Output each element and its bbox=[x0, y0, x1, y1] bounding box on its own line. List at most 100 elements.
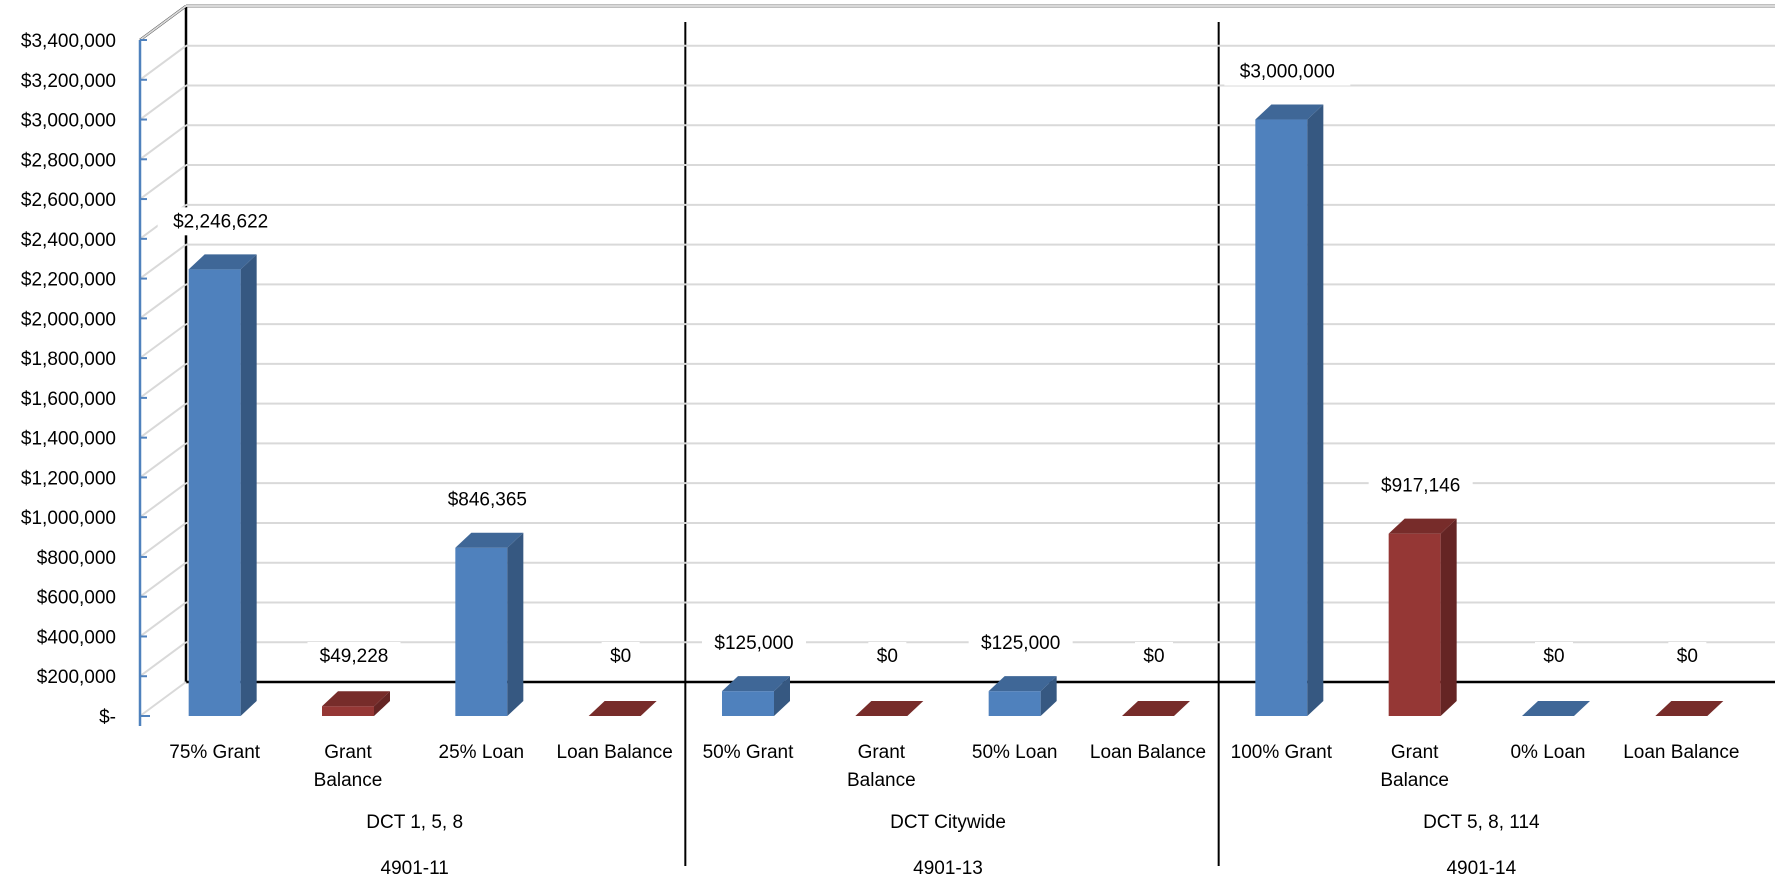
data-label-bg bbox=[601, 642, 640, 670]
bar-top bbox=[1522, 701, 1590, 716]
y-axis: $- $200,000 $400,000 $600,000 $800,000 $1,000… bbox=[21, 31, 147, 728]
bar-front bbox=[455, 547, 508, 716]
bar-top bbox=[722, 676, 790, 692]
bar-front bbox=[1255, 119, 1308, 716]
category-label: Balance bbox=[1380, 770, 1449, 791]
y-tick-label: $2,200,000 bbox=[21, 270, 116, 291]
bar-front bbox=[322, 706, 374, 716]
side-gridline bbox=[139, 482, 187, 518]
data-label: $917,146 bbox=[1381, 476, 1460, 497]
side-gridline bbox=[139, 363, 187, 399]
data-label: $0 bbox=[610, 646, 631, 667]
side-gridline bbox=[139, 243, 187, 280]
bar-top bbox=[1122, 701, 1190, 716]
category-label: 75% Grant bbox=[169, 742, 261, 763]
side-gridline bbox=[139, 124, 187, 161]
y-tick-label: $1,200,000 bbox=[21, 468, 116, 489]
district-label: DCT Citywide bbox=[890, 812, 1006, 833]
district-label: DCT 1, 5, 8 bbox=[366, 812, 463, 833]
data-labels: $2,246,622 $49,228 $846,365 $0 $125,000 $0 $12… bbox=[157, 57, 1707, 670]
side-gridline bbox=[139, 442, 187, 479]
bar-front bbox=[188, 269, 241, 716]
bar-front bbox=[1388, 533, 1441, 716]
category-label: 50% Grant bbox=[703, 742, 795, 763]
data-label: $846,365 bbox=[448, 490, 527, 511]
data-label-bg bbox=[1224, 57, 1351, 86]
bar-side bbox=[1440, 518, 1457, 716]
bar-top bbox=[188, 254, 257, 270]
category-label: 100% Grant bbox=[1231, 742, 1333, 763]
side-gridline bbox=[139, 44, 187, 81]
side-gridline bbox=[139, 323, 187, 359]
bar-side bbox=[1307, 104, 1324, 716]
side-gridline bbox=[139, 5, 187, 41]
data-label-bg bbox=[307, 642, 401, 670]
bar-front bbox=[988, 691, 1041, 716]
category-label: Loan Balance bbox=[1623, 742, 1739, 763]
y-tick-label: $600,000 bbox=[37, 588, 116, 609]
data-label: $3,000,000 bbox=[1240, 62, 1335, 83]
y-tick-label: $3,400,000 bbox=[21, 31, 116, 52]
data-label-bg bbox=[702, 629, 806, 658]
data-label-bg bbox=[868, 642, 907, 670]
category-label: Grant bbox=[324, 742, 372, 763]
side-gridline bbox=[139, 641, 187, 678]
group-code-label: 4901-13 bbox=[913, 858, 983, 879]
data-label-bg bbox=[1368, 471, 1473, 500]
y-tick-label: $2,400,000 bbox=[21, 230, 116, 251]
group-code-label: 4901-14 bbox=[1446, 858, 1516, 879]
bar bbox=[1255, 104, 1324, 716]
data-label-bg bbox=[1668, 642, 1707, 670]
category-label: 25% Loan bbox=[439, 742, 525, 763]
side-gridline bbox=[139, 164, 187, 200]
bar bbox=[1388, 518, 1457, 716]
y-tick-label: $200,000 bbox=[37, 667, 116, 688]
bar-top bbox=[1388, 518, 1457, 534]
bar bbox=[988, 676, 1057, 716]
side-gridline bbox=[139, 601, 187, 638]
data-label-bg bbox=[968, 629, 1073, 658]
bar-top bbox=[855, 701, 924, 716]
y-tick-label: $800,000 bbox=[37, 548, 116, 569]
data-label: $0 bbox=[1543, 646, 1564, 667]
category-label: Grant bbox=[1391, 742, 1439, 763]
side-gridline bbox=[139, 84, 187, 121]
bar-side bbox=[774, 676, 790, 716]
gridlines bbox=[139, 5, 1775, 678]
bar-side bbox=[374, 691, 390, 716]
y-tick-label: $1,000,000 bbox=[21, 508, 116, 529]
y-tick-label: $3,200,000 bbox=[21, 71, 116, 92]
y-tick-label: $1,800,000 bbox=[21, 349, 116, 370]
bar-top bbox=[1255, 104, 1324, 120]
data-label: $125,000 bbox=[714, 633, 793, 654]
data-label: $0 bbox=[877, 646, 898, 667]
x-axis: 75% Grant Grant Balance 25% Loan Loan Balanc… bbox=[140, 715, 1739, 879]
side-gridline bbox=[139, 283, 187, 320]
data-label-bg bbox=[435, 485, 540, 514]
bar bbox=[455, 532, 524, 716]
bar-side bbox=[1040, 676, 1057, 716]
bar bbox=[855, 701, 924, 716]
y-tick-label: $1,600,000 bbox=[21, 389, 116, 410]
bar-top bbox=[988, 676, 1057, 692]
y-tick-label: $2,600,000 bbox=[21, 190, 116, 211]
data-label-bg bbox=[1535, 642, 1573, 670]
bar bbox=[588, 701, 657, 716]
category-label: 0% Loan bbox=[1510, 742, 1585, 763]
side-gridline bbox=[139, 522, 187, 558]
data-label: $0 bbox=[1143, 646, 1164, 667]
bar-top bbox=[588, 701, 657, 716]
bar-top bbox=[322, 691, 390, 707]
y-tick-label: $- bbox=[99, 707, 116, 728]
bar-top bbox=[1655, 701, 1724, 716]
data-label-bg bbox=[157, 207, 284, 236]
side-gridline bbox=[139, 561, 187, 598]
bar-front bbox=[722, 691, 774, 716]
y-tick-label: $2,000,000 bbox=[21, 309, 116, 330]
side-gridline bbox=[139, 402, 187, 439]
bar-top bbox=[455, 532, 524, 548]
floor-side-edge bbox=[139, 681, 187, 717]
category-label: Balance bbox=[847, 770, 916, 791]
bar bbox=[1655, 701, 1724, 716]
y-tick-label: $2,800,000 bbox=[21, 150, 116, 171]
